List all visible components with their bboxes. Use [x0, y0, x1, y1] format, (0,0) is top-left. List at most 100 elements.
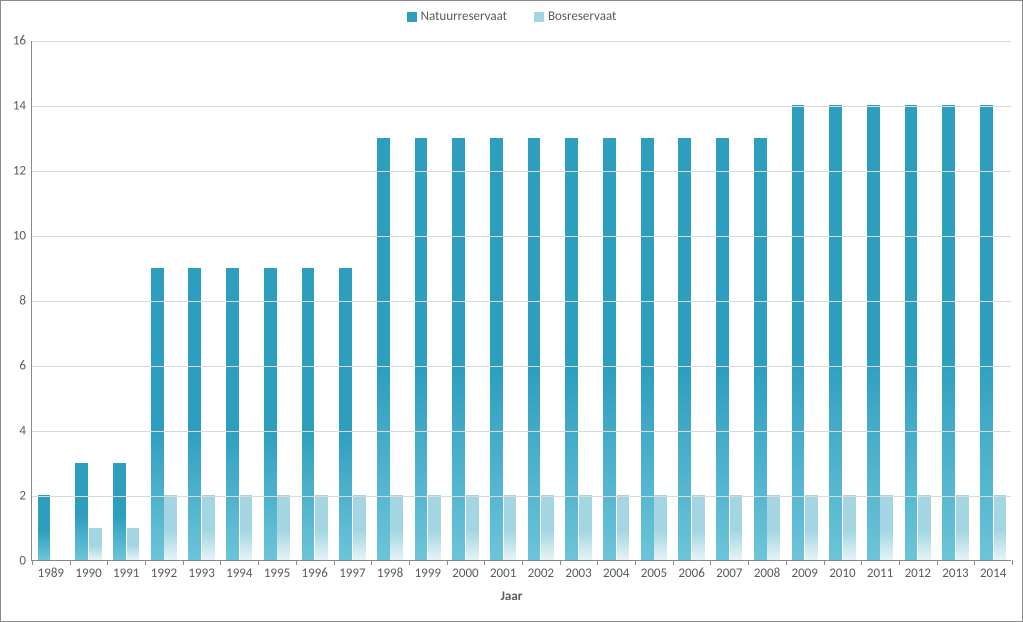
legend-label-0: Natuurreservaat — [421, 9, 507, 24]
x-tick-label: 2007 — [716, 560, 742, 581]
bar — [843, 495, 856, 560]
legend: Natuurreservaat Bosreservaat — [1, 9, 1022, 24]
x-tick-mark — [107, 560, 108, 565]
y-tick-label: 10 — [13, 229, 32, 244]
x-tick-label: 1998 — [377, 560, 403, 581]
x-tick-mark — [409, 560, 410, 565]
y-tick-label: 14 — [13, 99, 32, 114]
bar — [918, 495, 931, 560]
chart-container: Natuurreservaat Bosreservaat 02468101214… — [0, 0, 1023, 622]
y-tick-label: 2 — [19, 489, 32, 504]
legend-swatch-1 — [534, 12, 544, 22]
x-tick-mark — [786, 560, 787, 565]
y-tick-label: 8 — [19, 294, 32, 309]
bar — [767, 495, 780, 560]
y-tick-label: 0 — [19, 554, 32, 569]
y-tick-label: 4 — [19, 424, 32, 439]
bar — [980, 105, 993, 560]
x-tick-mark — [70, 560, 71, 565]
x-tick-mark — [861, 560, 862, 565]
bar — [880, 495, 893, 560]
x-tick-mark — [597, 560, 598, 565]
bar — [617, 495, 630, 560]
x-tick-mark — [899, 560, 900, 565]
bar — [315, 495, 328, 560]
legend-label-1: Bosreservaat — [548, 9, 616, 24]
x-tick-label: 1994 — [226, 560, 252, 581]
legend-swatch-0 — [407, 12, 417, 22]
bar — [151, 268, 164, 561]
x-tick-mark — [447, 560, 448, 565]
gridline — [32, 41, 1011, 42]
bar — [240, 495, 253, 560]
bar — [466, 495, 479, 560]
bar — [905, 105, 918, 560]
x-tick-mark — [296, 560, 297, 565]
x-tick-label: 2006 — [678, 560, 704, 581]
bar — [302, 268, 315, 561]
bar — [75, 463, 88, 561]
x-tick-label: 2014 — [980, 560, 1006, 581]
x-tick-mark — [937, 560, 938, 565]
bar — [942, 105, 955, 560]
gridline — [32, 366, 1011, 367]
bar — [428, 495, 441, 560]
gridline — [32, 431, 1011, 432]
bar — [202, 495, 215, 560]
bar — [38, 495, 51, 560]
bar — [89, 528, 102, 561]
bar — [867, 105, 880, 560]
x-tick-label: 2002 — [528, 560, 554, 581]
bar — [127, 528, 140, 561]
bar — [504, 495, 517, 560]
y-tick-label: 6 — [19, 359, 32, 374]
bar — [188, 268, 201, 561]
gridline — [32, 301, 1011, 302]
x-tick-mark — [32, 560, 33, 565]
y-tick-label: 16 — [13, 34, 32, 49]
bar — [730, 495, 743, 560]
x-tick-mark — [560, 560, 561, 565]
bar — [805, 495, 818, 560]
x-tick-label: 2010 — [829, 560, 855, 581]
x-tick-mark — [258, 560, 259, 565]
x-tick-label: 1995 — [264, 560, 290, 581]
x-tick-label: 2000 — [452, 560, 478, 581]
bar — [829, 105, 842, 560]
x-tick-label: 2012 — [905, 560, 931, 581]
x-tick-mark — [145, 560, 146, 565]
bar — [390, 495, 403, 560]
x-tick-mark — [824, 560, 825, 565]
bar — [277, 495, 290, 560]
x-tick-label: 2013 — [942, 560, 968, 581]
x-tick-label: 1989 — [38, 560, 64, 581]
bar — [994, 495, 1007, 560]
bar — [579, 495, 592, 560]
x-tick-label: 2004 — [603, 560, 629, 581]
x-tick-label: 2003 — [565, 560, 591, 581]
x-tick-label: 1996 — [302, 560, 328, 581]
x-tick-label: 1991 — [113, 560, 139, 581]
x-tick-mark — [522, 560, 523, 565]
x-tick-mark — [748, 560, 749, 565]
gridline — [32, 236, 1011, 237]
bar — [792, 105, 805, 560]
bar — [353, 495, 366, 560]
x-tick-mark — [484, 560, 485, 565]
bar — [113, 463, 126, 561]
bar — [339, 268, 352, 561]
legend-item-1: Bosreservaat — [534, 9, 616, 24]
x-tick-label: 1999 — [415, 560, 441, 581]
bar — [164, 495, 177, 560]
bar — [264, 268, 277, 561]
x-tick-label: 2009 — [792, 560, 818, 581]
gridline — [32, 496, 1011, 497]
x-axis-label: Jaar — [1, 589, 1022, 604]
x-tick-mark — [974, 560, 975, 565]
legend-item-0: Natuurreservaat — [407, 9, 507, 24]
bar — [654, 495, 667, 560]
x-tick-label: 2001 — [490, 560, 516, 581]
x-tick-label: 1993 — [188, 560, 214, 581]
x-tick-mark — [334, 560, 335, 565]
x-tick-label: 1990 — [75, 560, 101, 581]
